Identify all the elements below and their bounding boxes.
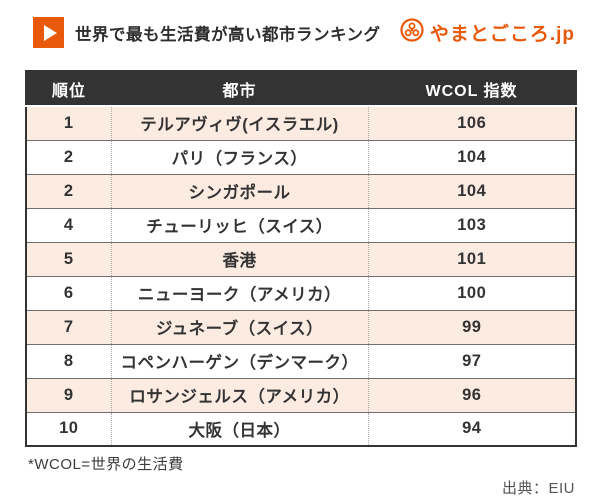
page-title: 世界で最も生活費が高い都市ランキング (75, 25, 381, 44)
table-row: 8 コペンハーゲン（デンマーク） 97 (26, 344, 576, 378)
city-cell: コペンハーゲン（デンマーク） (111, 344, 369, 378)
column-header-city: 都市 (111, 71, 368, 107)
site-logo: やまとごころ.jp (399, 17, 575, 48)
city-cell: シンガポール (111, 174, 369, 208)
rank-cell: 2 (26, 140, 112, 174)
index-cell: 100 (457, 283, 487, 302)
rank-cell: 9 (26, 378, 112, 412)
play-triangle-glyph (43, 24, 57, 41)
rank-cell: 8 (26, 344, 112, 378)
table-row: 5 香港 101 (26, 242, 576, 276)
index-cell: 101 (368, 242, 576, 276)
table-row: 2 パリ（フランス） 104 (26, 140, 576, 174)
table-row: 7 ジュネーブ（スイス） 99 (26, 310, 576, 344)
yamatogokoro-crest-icon (399, 17, 425, 48)
column-header-rank: 順位 (26, 71, 111, 107)
city-cell: ロサンジェルス（アメリカ） (111, 378, 369, 412)
city-cell: パリ（フランス） (111, 140, 369, 174)
table-row: 1 テルアヴィヴ(イスラエル) 106 (26, 106, 576, 140)
rank-cell: 4 (26, 208, 112, 242)
index-cell: 97 (462, 351, 482, 370)
index-cell: 106 (368, 106, 576, 140)
index-cell: 94 (462, 419, 482, 438)
wcol-footnote: *WCOL=世界の生活費 (28, 456, 184, 473)
table-row: 9 ロサンジェルス（アメリカ） 96 (26, 378, 576, 412)
ranking-table: 順位 都市 WCOL 指数 1 テルアヴィヴ(イスラエル) 106 2 パリ（フ… (25, 70, 577, 447)
index-cell: 104 (368, 174, 576, 208)
city-cell: チューリッヒ（スイス） (111, 208, 369, 242)
rank-cell: 2 (26, 174, 112, 208)
city-cell: テルアヴィヴ(イスラエル) (111, 106, 369, 140)
play-icon (33, 17, 64, 48)
rank-cell: 10 (26, 412, 112, 446)
index-cell: 99 (368, 310, 576, 344)
rank-cell: 1 (26, 106, 112, 140)
city-cell: 大阪（日本） (111, 412, 369, 446)
table-row: 6 ニューヨーク（アメリカ） 100 (26, 276, 576, 310)
index-cell: 103 (457, 215, 487, 234)
rank-cell: 6 (26, 276, 112, 310)
index-cell: 104 (457, 147, 487, 166)
city-cell: 香港 (111, 242, 369, 276)
index-cell: 96 (368, 378, 576, 412)
city-cell: ニューヨーク（アメリカ） (111, 276, 369, 310)
column-header-wcol-index: WCOL 指数 (368, 71, 576, 107)
table-row: 4 チューリッヒ（スイス） 103 (26, 208, 576, 242)
source-credit: 出典：EIU (501, 480, 575, 497)
header: 世界で最も生活費が高い都市ランキング やまとごころ.jp (33, 17, 575, 48)
site-logo-text: やまとごころ.jp (429, 24, 575, 45)
rank-cell: 7 (26, 310, 112, 344)
table-row: 10 大阪（日本） 94 (26, 412, 576, 446)
table-row: 2 シンガポール 104 (26, 174, 576, 208)
table-header-row: 順位 都市 WCOL 指数 (26, 71, 576, 107)
rank-cell: 5 (26, 242, 112, 276)
city-cell: ジュネーブ（スイス） (111, 310, 369, 344)
